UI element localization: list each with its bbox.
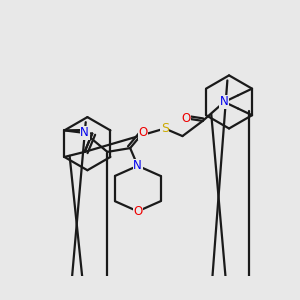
- Text: N: N: [220, 95, 229, 108]
- Text: N: N: [134, 159, 142, 172]
- Text: O: O: [182, 112, 191, 125]
- Text: O: O: [133, 205, 142, 218]
- Text: O: O: [138, 126, 147, 140]
- Text: N: N: [80, 126, 89, 140]
- Text: S: S: [161, 122, 169, 135]
